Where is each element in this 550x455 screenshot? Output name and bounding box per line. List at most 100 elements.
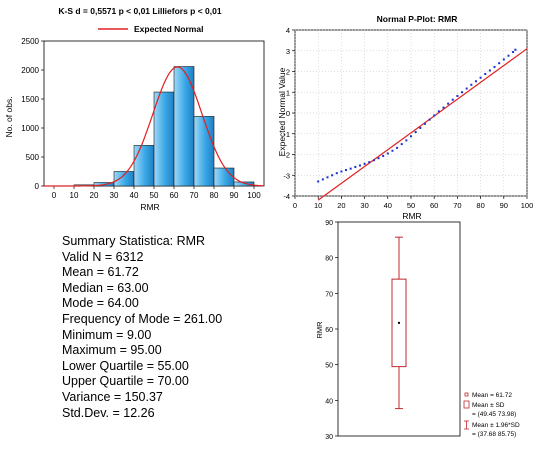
boxplot-legend: Mean = 61.72 Mean ± SD = (49.45 73.98) M…: [463, 392, 520, 438]
legend-mean-label: Mean = 61.72: [472, 392, 512, 399]
pplot-point: [470, 83, 473, 86]
histogram-bar: [233, 181, 255, 187]
pplot-point: [442, 106, 445, 109]
pplot-point: [335, 172, 338, 175]
y-tick-label: 3: [286, 47, 290, 56]
y-tick-label: 70: [325, 291, 333, 298]
x-tick-label: 60: [430, 201, 438, 210]
pplot-point: [461, 91, 464, 94]
histogram-ylabel: No. of obs.: [4, 96, 14, 137]
y-tick-label: 4: [286, 26, 290, 35]
x-tick-label: 0: [52, 191, 57, 200]
pplot-point: [391, 149, 394, 152]
summary-line: Maximum = 95.00: [62, 343, 162, 358]
legend-sd-marker: [463, 400, 470, 409]
x-tick-label: 70: [190, 191, 199, 200]
pplot-point: [502, 58, 505, 61]
pplot-point: [331, 174, 334, 177]
x-tick-label: 50: [150, 191, 159, 200]
reference-line: [317, 48, 528, 201]
pplot-point: [456, 94, 459, 97]
pplot-point: [484, 72, 487, 75]
pplot-point: [382, 154, 385, 157]
pplot-point: [317, 180, 320, 183]
x-tick-label: 20: [337, 201, 345, 210]
y-tick-label: 2: [286, 68, 290, 77]
pplot-point: [400, 143, 403, 146]
summary-title: Summary Statistica: RMR: [62, 234, 206, 248]
legend-label: Expected Normal: [134, 24, 203, 34]
legend-sd-label: Mean ± SD: [472, 402, 505, 409]
legend-whisker-range: = (37.68 85.75): [472, 431, 516, 438]
x-tick-label: 10: [314, 201, 322, 210]
x-tick-label: 0: [293, 201, 297, 210]
legend-whisker-label: Mean ± 1.96*SD: [472, 422, 520, 429]
x-tick-label: 90: [230, 191, 239, 200]
mean-marker: [398, 321, 400, 324]
legend-sd-range: = (49.45 73.98): [472, 411, 516, 418]
x-tick-label: 30: [360, 201, 368, 210]
histogram-panel: K-S d = 0,5571 p < 0,01 Lilliefors p < 0…: [0, 0, 275, 215]
y-tick-label: 2000: [21, 66, 39, 75]
y-tick-label: 2500: [21, 37, 39, 46]
summary-line: Std.Dev. = 12.26: [62, 405, 155, 420]
x-tick-label: 100: [247, 191, 261, 200]
pplot-point: [447, 102, 450, 105]
pplot-ylabel: Expected Normal Value: [277, 67, 287, 156]
boxplot-panel: 30 40 50 60 70 80 90 RMR Mean = 61.72 Mean ± S…: [300, 210, 550, 450]
summary-statistics: Summary Statistica: RMR Valid N = 6312 M…: [62, 234, 302, 420]
histogram-bar: [113, 171, 135, 187]
pplot-point: [363, 162, 366, 165]
pplot-point: [396, 146, 399, 149]
pplot-point: [479, 76, 482, 79]
pplot-point: [386, 152, 389, 155]
summary-line: Mean = 61.72: [62, 265, 139, 280]
pplot-point: [451, 98, 454, 101]
histogram-chart: K-S d = 0,5571 p < 0,01 Lilliefors p < 0…: [4, 6, 265, 212]
legend-mean-marker: [464, 392, 469, 397]
y-tick-label: 50: [325, 363, 333, 370]
pplot-point: [428, 118, 431, 121]
y-tick-label: 30: [325, 434, 333, 441]
pplot-point: [423, 122, 426, 125]
pplot-point: [372, 159, 375, 162]
y-tick-label: 0: [286, 109, 290, 118]
summary-line: Valid N = 6312: [62, 249, 144, 264]
y-tick-label: 90: [325, 220, 333, 227]
histogram-title: K-S d = 0,5571 p < 0,01 Lilliefors p < 0…: [58, 6, 222, 16]
y-tick-label: -4: [283, 192, 290, 201]
pplot-point: [414, 131, 417, 134]
x-tick-label: 60: [170, 191, 179, 200]
x-tick-label: 20: [90, 191, 99, 200]
histogram-xlabel: RMR: [140, 202, 159, 212]
y-tick-label: 1: [286, 88, 290, 97]
pplot-point: [498, 62, 501, 65]
x-tick-label: 40: [130, 191, 139, 200]
y-tick-label: -3: [283, 171, 290, 180]
pplot-point: [437, 110, 440, 113]
pplot-point: [377, 157, 380, 160]
y-tick-label: 80: [325, 256, 333, 263]
boxplot-chart: 30 40 50 60 70 80 90 RMR Mean = 61.72 Mean ± S…: [315, 220, 520, 441]
boxplot-ylabel: RMR: [315, 321, 324, 339]
pplot-point: [514, 48, 517, 51]
pplot-point: [405, 139, 408, 142]
pplot-point: [345, 169, 348, 172]
summary-line: Lower Quartile = 55.00: [62, 358, 189, 373]
pplot-point: [321, 178, 324, 181]
pplot-point: [512, 50, 515, 53]
y-tick-label: 40: [325, 398, 333, 405]
pplot-point: [410, 135, 412, 138]
pplot-point: [419, 126, 422, 129]
pplot-point: [488, 69, 491, 72]
pplot-point: [474, 80, 477, 83]
x-tick-label: 40: [384, 201, 392, 210]
summary-line: Variance = 150.37: [62, 389, 163, 404]
y-tick-label: 1500: [21, 95, 39, 104]
pplot-point: [358, 164, 361, 167]
pplot-panel: Normal P-Plot: RMR 0 10 20 30 40 50 60 70 80 90 10…: [275, 0, 550, 225]
y-tick-label: 60: [325, 327, 333, 334]
pplot-point: [354, 165, 357, 168]
pplot-chart: Normal P-Plot: RMR 0 10 20 30 40 50 60 70 80 90 10…: [277, 14, 533, 221]
x-tick-label: 80: [210, 191, 219, 200]
